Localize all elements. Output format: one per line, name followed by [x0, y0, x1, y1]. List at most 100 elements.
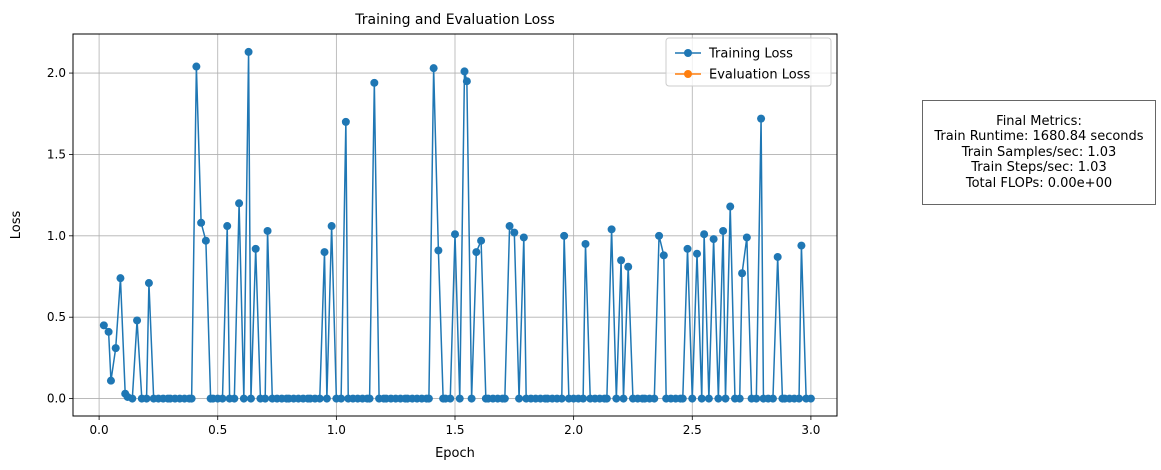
data-point: [424, 394, 433, 403]
data-point: [719, 226, 728, 235]
data-point: [602, 394, 611, 403]
x-tick-label: 2.5: [683, 423, 702, 437]
data-point: [688, 394, 697, 403]
data-point: [617, 256, 626, 265]
data-point: [116, 274, 125, 283]
data-point: [773, 252, 782, 261]
legend-marker-1: [684, 70, 692, 78]
data-point: [607, 225, 616, 234]
metric-train-runtime: Train Runtime: 1680.84 seconds: [934, 129, 1144, 145]
data-point: [337, 394, 346, 403]
data-point: [106, 376, 115, 385]
data-point: [795, 394, 804, 403]
data-point: [434, 246, 443, 255]
data-point: [251, 244, 260, 253]
data-point: [738, 269, 747, 278]
data-point: [500, 394, 509, 403]
series-line: [103, 51, 811, 400]
grid-lines: [73, 34, 837, 416]
data-point: [650, 394, 659, 403]
data-point: [197, 218, 206, 227]
legend-frame: [665, 37, 832, 87]
data-point: [446, 394, 455, 403]
data-point: [797, 241, 806, 250]
y-tick-label: 1.0: [47, 229, 66, 243]
data-point: [619, 394, 628, 403]
data-point: [735, 394, 744, 403]
data-point: [714, 394, 723, 403]
data-point: [235, 199, 244, 208]
data-point: [678, 394, 687, 403]
data-point: [263, 226, 272, 235]
data-point: [429, 64, 438, 73]
data-point: [244, 47, 253, 56]
data-point: [460, 67, 469, 76]
data-point: [519, 233, 528, 242]
x-tick-label: 0.0: [90, 423, 109, 437]
data-point: [742, 233, 751, 242]
y-tick-label: 1.5: [47, 147, 66, 161]
metric-total-flops: Total FLOPs: 0.00e+00: [965, 175, 1113, 191]
data-point: [700, 230, 709, 239]
data-point: [757, 114, 766, 123]
axis-ticks: 0.0 0.5 1.0 1.5 2.0 2.5 3.0 0.0 0.5 1.0 1.5 2.0: [47, 66, 821, 437]
data-point: [365, 394, 374, 403]
data-point: [315, 394, 324, 403]
data-point: [239, 394, 248, 403]
data-point: [560, 231, 569, 240]
data-point: [768, 394, 777, 403]
data-point: [370, 78, 379, 87]
y-tick-label: 2.0: [47, 66, 66, 80]
data-point: [472, 248, 481, 257]
data-point: [128, 394, 137, 403]
series-layer: [99, 47, 815, 403]
data-point: [223, 222, 232, 231]
legend: Training Loss Evaluation Loss: [665, 37, 832, 87]
data-point: [467, 394, 476, 403]
data-point: [327, 222, 336, 231]
y-axis-label: Loss: [9, 211, 24, 240]
data-point: [320, 248, 329, 257]
data-point: [515, 394, 524, 403]
data-point: [104, 327, 113, 336]
data-point: [451, 230, 459, 239]
data-point: [462, 77, 471, 86]
x-axis-label: Epoch: [435, 446, 475, 461]
y-tick-label: 0.0: [47, 392, 66, 406]
legend-label-0: Training Loss: [708, 47, 793, 62]
metric-train-steps-per-sec: Train Steps/sec: 1.03: [971, 160, 1107, 176]
data-point: [455, 394, 464, 403]
data-point: [192, 62, 201, 71]
legend-marker-0: [684, 49, 692, 57]
data-point: [655, 231, 664, 240]
data-point: [697, 394, 706, 403]
data-point: [477, 236, 486, 245]
final-metrics-box: Final Metrics: Train Runtime: 1680.84 se…: [922, 100, 1156, 205]
data-point: [218, 394, 227, 403]
data-point: [726, 202, 735, 211]
data-point: [510, 228, 519, 237]
data-point: [683, 244, 692, 253]
data-point: [704, 394, 713, 403]
data-point: [261, 394, 270, 403]
x-tick-label: 1.5: [445, 423, 464, 437]
data-point: [581, 239, 590, 248]
x-tick-label: 1.0: [327, 423, 346, 437]
data-point: [709, 235, 718, 244]
data-point: [752, 394, 761, 403]
data-point: [133, 316, 142, 325]
data-point: [721, 394, 730, 403]
data-point: [99, 321, 108, 330]
data-point: [806, 394, 815, 403]
metric-train-samples-per-sec: Train Samples/sec: 1.03: [961, 144, 1117, 160]
data-point: [230, 394, 239, 403]
data-point: [693, 249, 702, 258]
x-tick-label: 2.0: [564, 423, 583, 437]
data-point: [111, 344, 120, 353]
data-point: [246, 394, 255, 403]
data-point: [142, 394, 151, 403]
data-point: [624, 262, 633, 271]
legend-label-1: Evaluation Loss: [709, 68, 810, 83]
data-point: [322, 394, 331, 403]
